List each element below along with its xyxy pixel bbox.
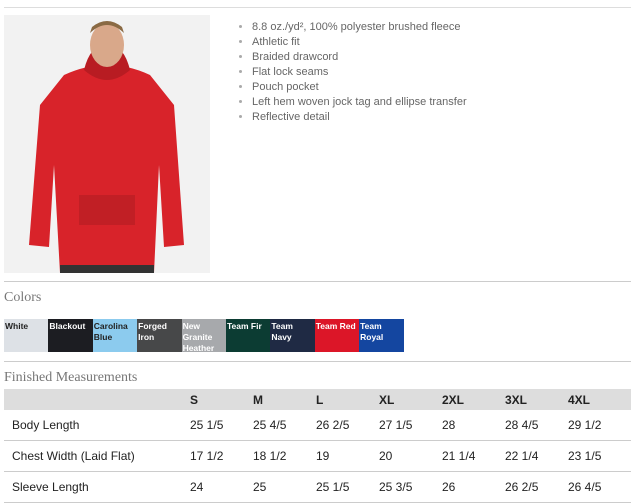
measurement-cell: 23 1/5 [568,440,631,472]
measurement-cell: 24 [190,471,253,503]
row-label: Sleeve Length [4,471,190,503]
color-swatch[interactable]: Team Fir [225,319,271,352]
size-header: 2XL [442,389,505,410]
product-image [4,15,210,273]
row-label: Body Length [4,410,190,441]
measurement-cell: 28 4/5 [505,410,568,441]
size-header: XL [379,389,442,410]
measurement-cell: 19 [316,440,379,472]
feature-item: Athletic fit [252,35,467,50]
measurement-cell: 27 1/5 [379,410,442,441]
feature-item: Braided drawcord [252,50,467,65]
size-header: 4XL [568,389,631,410]
size-header: 3XL [505,389,568,410]
measurement-cell: 26 4/5 [568,471,631,503]
color-swatch[interactable]: Blackout [48,319,93,352]
measurement-cell: 25 1/5 [316,471,379,503]
feature-item: Pouch pocket [252,80,467,95]
measurement-cell: 22 1/4 [505,440,568,472]
feature-item: Reflective detail [252,110,467,125]
measurement-cell: 25 4/5 [253,410,316,441]
feature-list: 8.8 oz./yd², 100% polyester brushed flee… [238,20,467,125]
feature-item: Flat lock seams [252,65,467,80]
measurement-cell: 28 [442,410,505,441]
colors-title: Colors [4,290,42,305]
measurement-cell: 25 1/5 [190,410,253,441]
divider [4,281,631,282]
table-row: Sleeve Length 24 25 25 1/5 25 3/5 26 26 2/5 26 … [4,471,631,503]
divider [4,361,631,362]
size-header: S [190,389,253,410]
color-swatch[interactable]: New Granite Heather [181,319,226,353]
measurement-cell: 26 [442,471,505,503]
color-swatch[interactable]: Forged Iron [137,319,182,352]
row-label: Chest Width (Laid Flat) [4,440,190,472]
measurement-cell: 26 2/5 [316,410,379,441]
color-swatch[interactable]: Team Navy [270,319,315,352]
size-header: M [253,389,316,410]
color-swatch[interactable]: Carolina Blue [92,319,138,352]
feature-item: 8.8 oz./yd², 100% polyester brushed flee… [252,20,467,35]
color-swatch[interactable]: White [4,319,49,352]
table-row: Chest Width (Laid Flat) 17 1/2 18 1/2 19 20 2… [4,440,631,472]
color-swatch[interactable]: Team Red [314,319,360,352]
measurement-cell: 26 2/5 [505,471,568,503]
feature-item: Left hem woven jock tag and ellipse tran… [252,95,467,110]
measurements-title: Finished Measurements [4,370,138,385]
measurement-cell: 29 1/2 [568,410,631,441]
measurement-cell: 25 3/5 [379,471,442,503]
measurement-cell: 20 [379,440,442,472]
top-divider [4,7,631,8]
color-swatches: White Blackout Carolina Blue Forged Iron New… [4,319,404,353]
color-swatch[interactable]: Team Royal [359,319,404,352]
header-blank [4,389,190,410]
measurement-cell: 18 1/2 [253,440,316,472]
measurement-cell: 25 [253,471,316,503]
measurement-cell: 21 1/4 [442,440,505,472]
table-row: Body Length 25 1/5 25 4/5 26 2/5 27 1/5 28 28 … [4,410,631,441]
measurements-table: S M L XL 2XL 3XL 4XL Body Length 25 1/5 25 4/5 26… [4,389,631,503]
measurement-cell: 17 1/2 [190,440,253,472]
size-header: L [316,389,379,410]
